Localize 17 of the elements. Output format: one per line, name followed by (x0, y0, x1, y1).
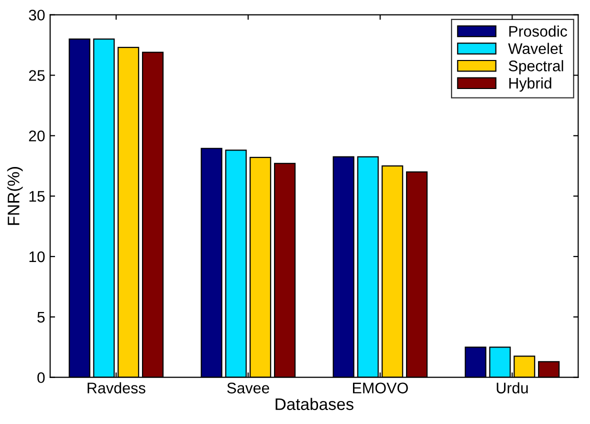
y-tick-label: 15 (29, 191, 45, 202)
y-tick-label: 0 (37, 372, 45, 384)
y-axis-title: FNR(%) (7, 167, 23, 225)
x-tick-label: Ravdess (88, 382, 146, 394)
legend-label: Spectral (508, 60, 564, 74)
x-tick-label: EMOVO (353, 382, 408, 394)
legend-label: Wavelet (508, 42, 563, 54)
x-axis-title: Databases (276, 398, 354, 410)
y-tick-label: 25 (29, 70, 45, 81)
legend-label: Hybrid (509, 77, 552, 92)
legend-label: Prosodic (509, 26, 568, 37)
y-tick-label: 10 (29, 251, 45, 262)
y-tick-label: 30 (28, 10, 45, 21)
x-tick-label: Savee (227, 382, 270, 394)
y-tick-label: 5 (37, 312, 45, 323)
y-tick-label: 20 (29, 130, 45, 142)
x-tick-label: Urdu (496, 382, 528, 394)
